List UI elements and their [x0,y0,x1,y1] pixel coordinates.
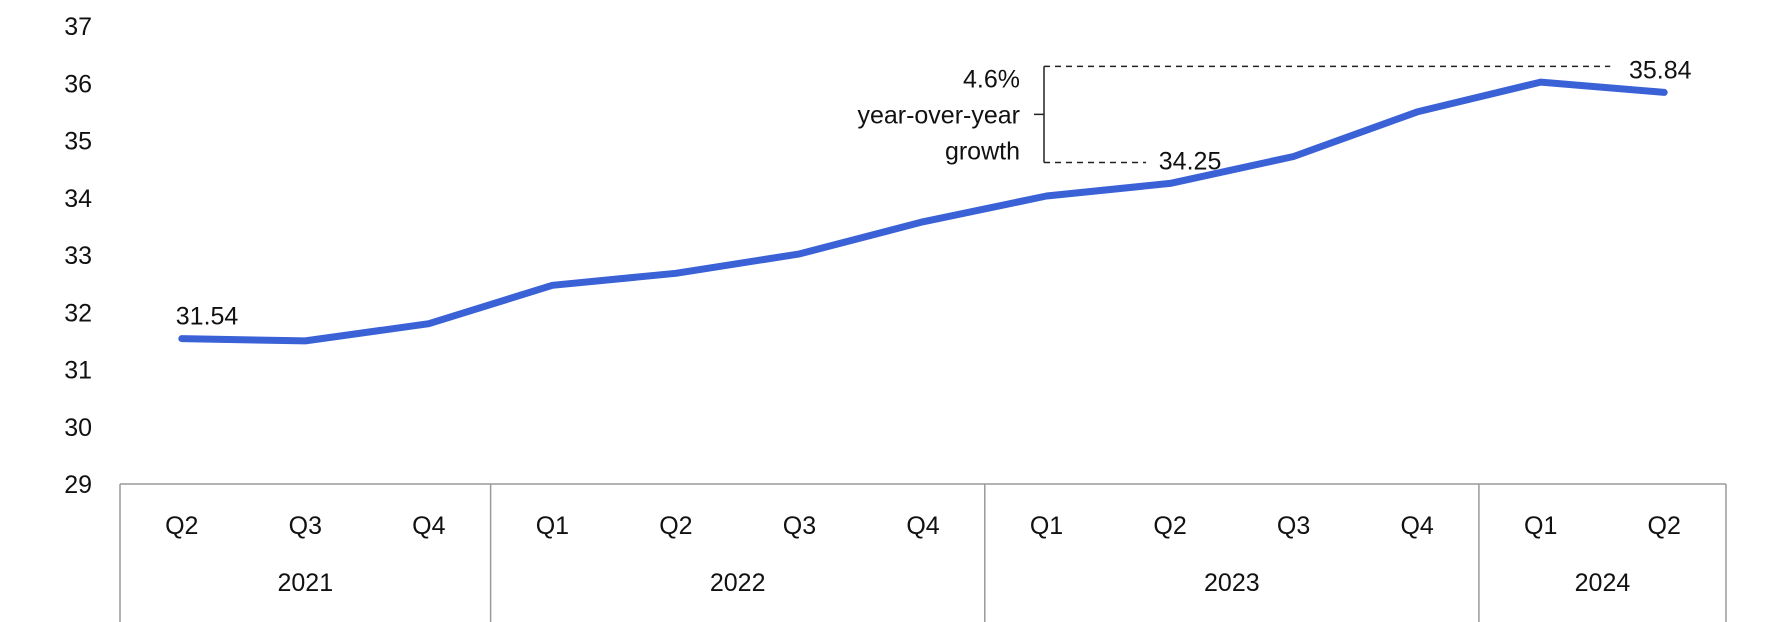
x-tick-quarter: Q4 [1400,512,1433,540]
data-label: 34.25 [1159,147,1222,175]
data-label: 35.84 [1629,56,1692,84]
x-tick-quarter: Q3 [783,512,816,540]
annotation-text-line: growth [945,137,1020,165]
x-tick-quarter: Q2 [1648,512,1681,540]
y-tick-label: 32 [64,299,92,327]
x-tick-quarter: Q4 [906,512,939,540]
x-tick-quarter: Q3 [289,512,322,540]
x-tick-quarter: Q1 [1030,512,1063,540]
x-tick-quarter: Q1 [536,512,569,540]
x-tick-quarter: Q1 [1524,512,1557,540]
x-tick-quarter: Q2 [1153,512,1186,540]
series-line [178,78,1668,345]
y-tick-label: 36 [64,70,92,98]
x-tick-quarter: Q3 [1277,512,1310,540]
data-labels: 31.54 34.25 35.84 [176,56,1692,330]
x-tick-year: 2022 [710,569,766,597]
y-tick-label: 29 [64,471,92,499]
annotation-text-line: year-over-year [857,101,1020,129]
y-axis-ticks: 29 30 31 32 33 34 35 36 37 [64,13,92,499]
x-tick-year: 2024 [1575,569,1631,597]
data-label: 31.54 [176,303,239,331]
y-tick-label: 35 [64,128,92,156]
growth-annotation: 4.6% year-over-year growth [857,65,1611,165]
annotation-bracket [1034,66,1045,163]
x-tick-quarter: Q4 [412,512,445,540]
annotation-text-line: 4.6% [963,65,1020,93]
x-tick-quarter: Q2 [659,512,692,540]
y-tick-label: 30 [64,414,92,442]
x-tick-year: 2023 [1204,569,1260,597]
x-axis: Q2 Q3 Q4 Q1 Q2 Q3 Q4 Q1 Q2 Q3 Q4 Q1 Q2 2021 2022 2023 20… [119,483,1727,622]
y-tick-label: 33 [64,242,92,270]
x-tick-year: 2021 [277,569,333,597]
y-tick-label: 31 [64,357,92,385]
y-tick-label: 37 [64,13,92,41]
y-tick-label: 34 [64,185,92,213]
x-tick-quarter: Q2 [165,512,198,540]
